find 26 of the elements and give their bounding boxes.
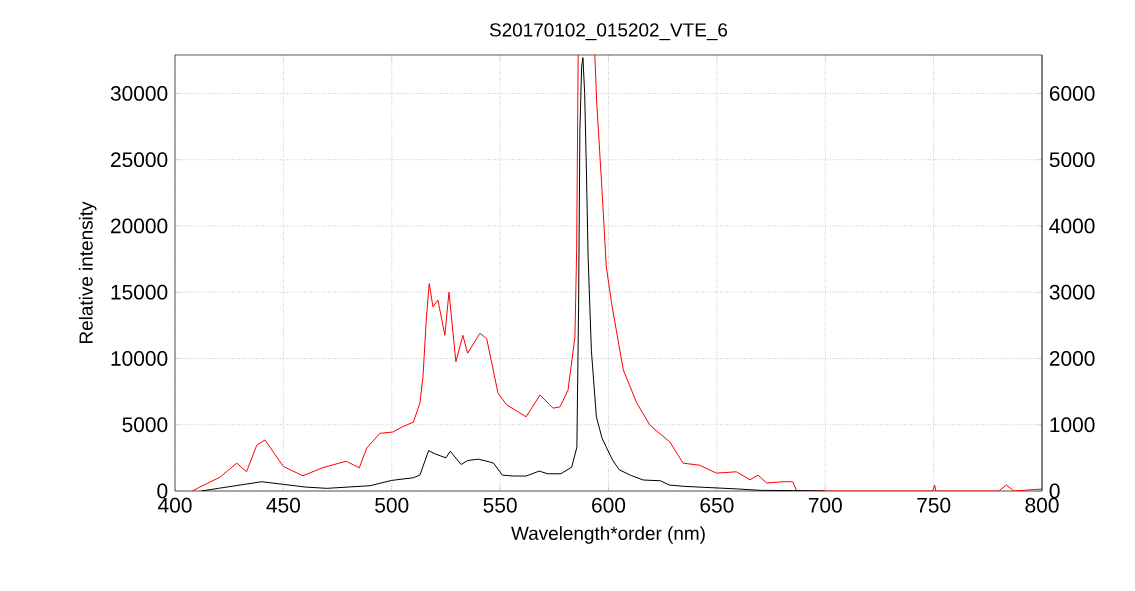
y-tick-label: 5000 (122, 417, 168, 433)
y2-tick-label: 1000 (1050, 417, 1095, 433)
x-tick-label: 800 (1025, 497, 1059, 513)
y2-tick-label: 2000 (1049, 351, 1095, 366)
y2-tick-label: 4000 (1049, 218, 1095, 234)
x-tick-label: 600 (592, 497, 626, 513)
y2-tick-label: 6000 (1049, 86, 1095, 101)
x-tick-label: 450 (266, 497, 300, 513)
y-tick-label: 25000 (111, 152, 168, 168)
y2-tick-label: 3000 (1049, 284, 1095, 300)
x-axis-title: Wavelength*order (nm) (511, 526, 705, 544)
y2-tick-label: 0 (1049, 483, 1060, 499)
y-tick-label: 10000 (111, 351, 168, 366)
x-tick-label: 700 (808, 497, 842, 513)
y-tick-label: 0 (157, 483, 168, 499)
x-tick-label: 750 (917, 497, 951, 513)
x-tick-label: 650 (700, 497, 734, 513)
y2-tick-label: 5000 (1049, 152, 1095, 168)
y-tick-label: 20000 (111, 218, 168, 234)
y-tick-label: 15000 (111, 284, 168, 300)
x-tick-label: 400 (158, 497, 192, 513)
y-axis-title: Relative intensity (78, 201, 97, 343)
x-tick-label: 550 (483, 497, 517, 513)
x-tick-label: 500 (375, 497, 409, 513)
chart-title: S20170102_015202_VTE_6 (489, 23, 728, 41)
y-tick-label: 30000 (110, 86, 168, 101)
